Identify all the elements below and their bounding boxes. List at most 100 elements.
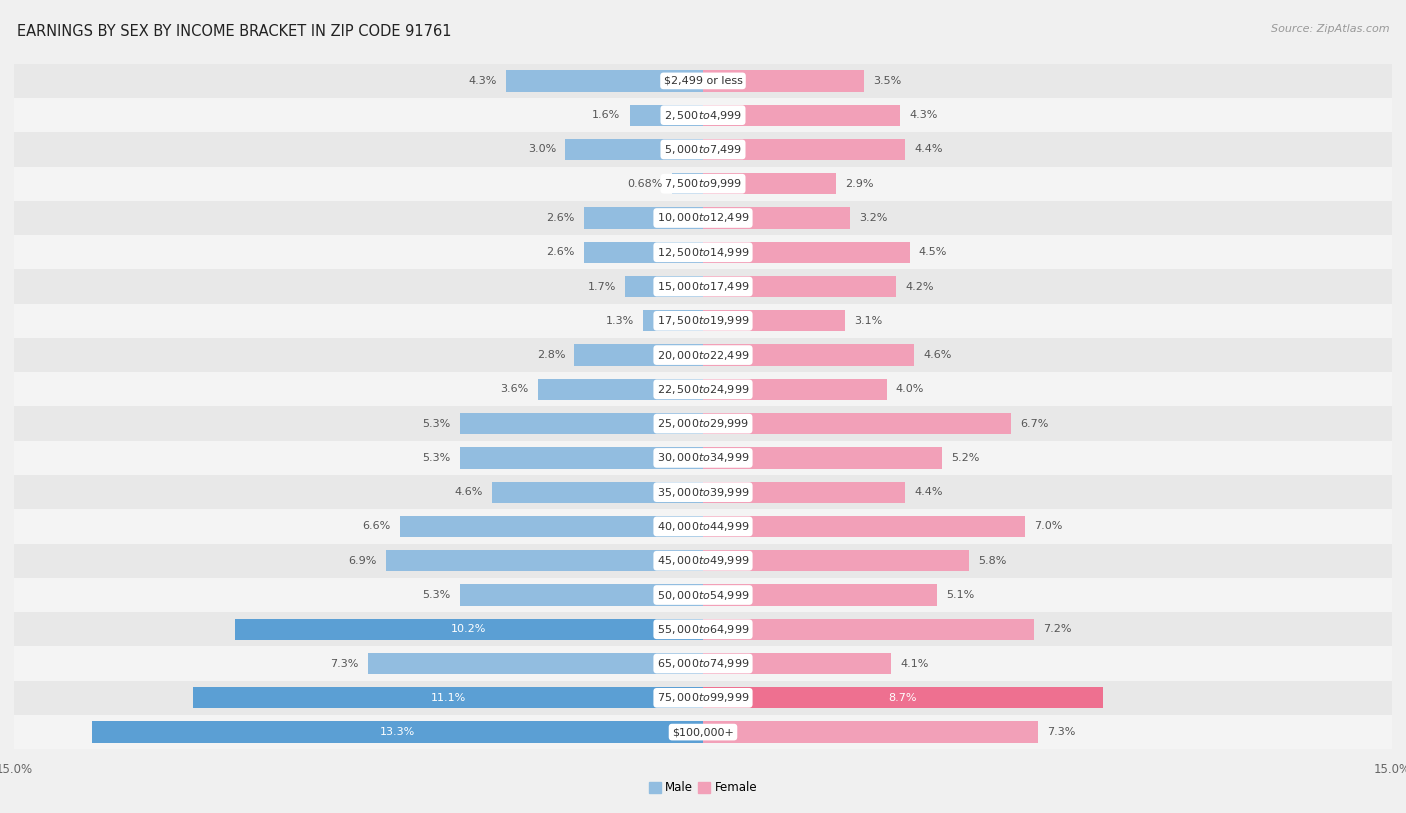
Bar — [672, 173, 703, 194]
Bar — [14, 201, 1392, 235]
Bar — [14, 715, 1392, 750]
Text: 6.7%: 6.7% — [1019, 419, 1049, 428]
Text: $2,499 or less: $2,499 or less — [664, 76, 742, 86]
Text: 3.1%: 3.1% — [855, 315, 883, 326]
Text: 3.2%: 3.2% — [859, 213, 887, 223]
Text: $30,000 to $34,999: $30,000 to $34,999 — [657, 451, 749, 464]
Bar — [14, 98, 1392, 133]
Bar — [14, 509, 1392, 544]
Text: 2.6%: 2.6% — [546, 213, 575, 223]
Bar — [703, 481, 905, 502]
Bar — [460, 413, 703, 434]
Bar — [14, 269, 1392, 304]
Text: 10.2%: 10.2% — [451, 624, 486, 634]
Text: $2,500 to $4,999: $2,500 to $4,999 — [664, 109, 742, 122]
Bar — [368, 653, 703, 674]
Text: EARNINGS BY SEX BY INCOME BRACKET IN ZIP CODE 91761: EARNINGS BY SEX BY INCOME BRACKET IN ZIP… — [17, 24, 451, 39]
Bar — [703, 550, 969, 572]
Text: $10,000 to $12,499: $10,000 to $12,499 — [657, 211, 749, 224]
Bar — [583, 241, 703, 263]
Bar — [14, 133, 1392, 167]
Text: $17,500 to $19,999: $17,500 to $19,999 — [657, 315, 749, 328]
Bar — [703, 653, 891, 674]
Bar — [575, 345, 703, 366]
Text: 1.3%: 1.3% — [606, 315, 634, 326]
Text: 4.3%: 4.3% — [468, 76, 496, 86]
Text: 2.8%: 2.8% — [537, 350, 565, 360]
Bar — [460, 447, 703, 468]
Text: 4.6%: 4.6% — [924, 350, 952, 360]
Bar — [703, 379, 887, 400]
Bar — [703, 311, 845, 332]
Bar — [14, 304, 1392, 338]
Bar — [387, 550, 703, 572]
Bar — [630, 105, 703, 126]
Bar — [703, 585, 938, 606]
Bar — [14, 63, 1392, 98]
Bar — [703, 413, 1011, 434]
Text: 3.0%: 3.0% — [527, 145, 555, 154]
Bar — [399, 515, 703, 537]
Bar — [703, 173, 837, 194]
Text: $50,000 to $54,999: $50,000 to $54,999 — [657, 589, 749, 602]
Bar — [703, 619, 1033, 640]
Bar — [14, 578, 1392, 612]
Text: $100,000+: $100,000+ — [672, 727, 734, 737]
Bar — [193, 687, 703, 708]
Text: 7.0%: 7.0% — [1033, 521, 1062, 532]
Bar — [93, 721, 703, 743]
Text: 5.8%: 5.8% — [979, 556, 1007, 566]
Text: 1.7%: 1.7% — [588, 281, 616, 292]
Legend: Male, Female: Male, Female — [644, 776, 762, 799]
Text: 5.3%: 5.3% — [422, 419, 450, 428]
Text: 2.9%: 2.9% — [845, 179, 875, 189]
Bar — [14, 167, 1392, 201]
Text: Source: ZipAtlas.com: Source: ZipAtlas.com — [1271, 24, 1389, 34]
Text: 5.1%: 5.1% — [946, 590, 974, 600]
Text: 4.2%: 4.2% — [905, 281, 934, 292]
Text: $15,000 to $17,499: $15,000 to $17,499 — [657, 280, 749, 293]
Text: 5.3%: 5.3% — [422, 590, 450, 600]
Text: $7,500 to $9,999: $7,500 to $9,999 — [664, 177, 742, 190]
Text: 4.0%: 4.0% — [896, 385, 924, 394]
Text: $5,000 to $7,499: $5,000 to $7,499 — [664, 143, 742, 156]
Text: 6.6%: 6.6% — [363, 521, 391, 532]
Bar — [703, 276, 896, 298]
Text: 4.5%: 4.5% — [920, 247, 948, 257]
Text: 8.7%: 8.7% — [889, 693, 917, 702]
Text: $55,000 to $64,999: $55,000 to $64,999 — [657, 623, 749, 636]
Bar — [460, 585, 703, 606]
Bar — [537, 379, 703, 400]
Text: 7.3%: 7.3% — [330, 659, 359, 668]
Text: 3.5%: 3.5% — [873, 76, 901, 86]
Bar — [14, 372, 1392, 406]
Bar — [14, 475, 1392, 509]
Bar — [583, 207, 703, 228]
Text: 4.4%: 4.4% — [914, 145, 943, 154]
Text: 5.3%: 5.3% — [422, 453, 450, 463]
Text: $22,500 to $24,999: $22,500 to $24,999 — [657, 383, 749, 396]
Bar — [14, 646, 1392, 680]
Text: 5.2%: 5.2% — [950, 453, 980, 463]
Bar — [506, 70, 703, 92]
Text: 4.6%: 4.6% — [454, 487, 482, 498]
Text: $75,000 to $99,999: $75,000 to $99,999 — [657, 691, 749, 704]
Bar — [703, 447, 942, 468]
Text: 4.3%: 4.3% — [910, 111, 938, 120]
Bar — [624, 276, 703, 298]
Bar — [14, 235, 1392, 269]
Bar — [14, 612, 1392, 646]
Text: 11.1%: 11.1% — [430, 693, 465, 702]
Text: 2.6%: 2.6% — [546, 247, 575, 257]
Text: 1.6%: 1.6% — [592, 111, 620, 120]
Bar — [703, 345, 914, 366]
Bar — [235, 619, 703, 640]
Bar — [14, 544, 1392, 578]
Bar — [14, 441, 1392, 475]
Text: 4.1%: 4.1% — [900, 659, 929, 668]
Bar — [703, 241, 910, 263]
Bar — [565, 139, 703, 160]
Text: $35,000 to $39,999: $35,000 to $39,999 — [657, 485, 749, 498]
Bar — [14, 680, 1392, 715]
Bar — [703, 687, 1102, 708]
